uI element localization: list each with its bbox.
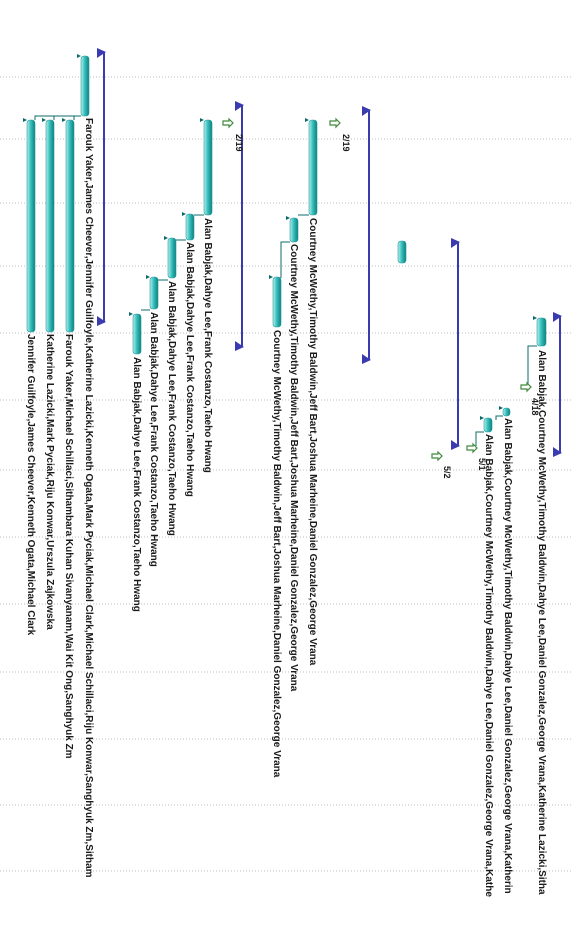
summary-end-tip [235, 341, 244, 351]
task-resource-label: Courtney McWethy,Timothy Baldwin,Jeff Ba… [288, 244, 299, 692]
summary-end-tip [451, 440, 460, 450]
link-arrow [533, 316, 537, 320]
link-arrow [77, 54, 81, 58]
link-arrow [62, 118, 66, 122]
task-bar[interactable] [397, 240, 407, 264]
summary-start-tip [362, 106, 371, 116]
milestone-date-label: 4/18 [530, 398, 540, 416]
task-bar[interactable] [185, 213, 195, 241]
task-bar[interactable] [289, 217, 299, 243]
link-arrow [129, 312, 133, 316]
task-resource-label: Alan Babjak,Dahye Lee,Frank Costanzo,Tae… [131, 357, 142, 612]
gridlines [0, 76, 573, 872]
dependency-link [280, 241, 290, 278]
milestone-date-label: 5/1 [477, 458, 487, 471]
milestone-icon [431, 450, 443, 462]
link-arrow [286, 216, 290, 220]
task-resource-label: Alan Babjak,Dahye Lee,Frank Costanzo,Tae… [148, 312, 159, 567]
task-resource-label: Jennifer Guilfoyle,James Cheever,Kenneth… [25, 334, 36, 636]
dependency-link [73, 115, 81, 120]
task-bar[interactable] [483, 417, 493, 433]
link-arrow [42, 118, 46, 122]
task-bar[interactable] [65, 119, 75, 333]
milestone-date-label: 2/19 [341, 134, 351, 152]
milestone-icon [466, 442, 478, 454]
dependency-links [34, 115, 537, 446]
link-arrow [480, 416, 484, 420]
milestone-icon [329, 117, 341, 129]
task-bar[interactable] [167, 237, 177, 279]
dependency-link [495, 415, 503, 420]
link-arrow [164, 236, 168, 240]
link-arrow [499, 406, 503, 410]
milestone-icon [222, 117, 234, 129]
task-resource-label: Alan Babjak,Dahye Lee,Frank Costanzo,Tae… [202, 218, 213, 473]
summary-start-tip [235, 101, 244, 111]
task-resource-label: Katherine Lazicki,Mark Pyciak,Riju Konwa… [44, 334, 55, 630]
task-bar[interactable] [203, 119, 213, 216]
summary-bars [97, 48, 562, 457]
task-resource-label: Alan Babjak,Courtney McWethy,Timothy Bal… [483, 434, 494, 897]
task-bar[interactable] [272, 276, 282, 328]
summary-end-tip [97, 316, 106, 326]
task-resource-label: Alan Babjak,Courtney McWethy,Timothy Bal… [502, 418, 513, 894]
task-bar[interactable] [80, 55, 90, 117]
link-arrow [182, 212, 186, 216]
link-arrow [269, 275, 273, 279]
summary-start-tip [553, 312, 562, 322]
link-arrow [23, 118, 27, 122]
summary-start-tip [97, 48, 106, 58]
task-bar[interactable] [132, 313, 142, 355]
milestone-icon [520, 381, 532, 393]
task-bar[interactable] [45, 119, 55, 333]
task-resource-label: Courtney McWethy,Timothy Baldwin,Jeff Ba… [271, 330, 282, 778]
task-resource-label: Farouk Yaker,James Cheever,Jennifer Guil… [83, 118, 94, 878]
task-bar[interactable] [536, 317, 547, 347]
resource-labels: Farouk Yaker,James Cheever,Jennifer Guil… [25, 118, 547, 897]
task-resource-label: Courtney McWethy,Timothy Baldwin,Jeff Ba… [307, 218, 318, 666]
dependency-link [34, 115, 54, 120]
task-resource-label: Alan Babjak,Dahye Lee,Frank Costanzo,Tae… [166, 281, 177, 536]
task-resource-label: Alan Babjak,Courtney McWethy,Timothy Bal… [536, 350, 547, 895]
link-arrow [146, 275, 150, 279]
summary-start-tip [451, 238, 460, 248]
dependency-link [527, 345, 537, 384]
milestone-date-label: 2/19 [234, 134, 244, 152]
task-bars [23, 54, 547, 433]
summary-end-tip [362, 354, 371, 364]
summary-end-tip [553, 447, 562, 457]
task-resource-label: Alan Babjak,Dahye Lee,Frank Costanzo,Tae… [184, 242, 195, 497]
link-arrow [305, 118, 309, 122]
task-bar[interactable] [308, 119, 318, 216]
milestone-date-label: 5/2 [442, 466, 452, 479]
task-bar[interactable] [149, 276, 159, 310]
dependency-link [475, 431, 484, 446]
milestones: 2/19 2/19 4/18 5/1 5/2 [222, 117, 540, 479]
task-resource-label: Farouk Yaker,Michael Schillaci,Sithambar… [63, 334, 74, 759]
task-bar[interactable] [26, 119, 36, 333]
task-bar[interactable] [502, 407, 511, 417]
link-arrow [200, 118, 204, 122]
